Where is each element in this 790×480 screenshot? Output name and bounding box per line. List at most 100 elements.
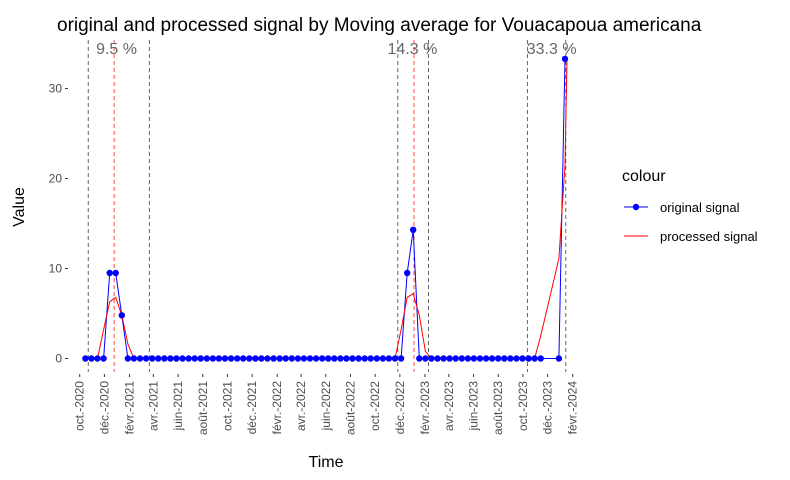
data-point [361,355,368,362]
data-point [282,355,289,362]
legend: colour original signal processed signal [622,168,758,244]
x-tick-label: avr.-2023 [442,381,456,431]
x-tick-label: oct.-2022 [368,381,382,431]
x-axis: oct.-2020 déc.-2020 févr.-2021 avr.-2021 jui… [73,374,580,435]
data-point [379,355,387,362]
data-point [179,355,186,362]
data-point [300,355,308,362]
legend-item-processed: processed signal [624,229,758,244]
x-tick-label: août-2023 [491,381,505,435]
data-point [404,269,411,277]
data-point [537,355,544,362]
data-point [488,355,496,362]
data-point [337,355,344,362]
y-tick-label: 20 [49,172,63,186]
x-tick-label: févr.-2023 [418,381,432,435]
data-point [149,355,156,362]
data-point [434,355,441,362]
x-tick-label: avr.-2021 [146,381,160,431]
data-point [501,355,508,362]
data-point [264,355,271,362]
data-point [391,355,399,362]
data-point [385,355,393,362]
data-point [446,355,453,362]
data-point [319,355,326,362]
x-tick-label: août-2022 [343,381,357,435]
annotation-label: 9.5 % [96,41,137,58]
data-point [428,355,435,362]
data-point [94,355,101,362]
data-point [234,355,241,362]
x-tick-label: déc.-2022 [393,381,407,435]
data-point [270,355,277,362]
data-point [294,355,302,362]
legend-label-original: original signal [660,200,740,215]
data-point [100,355,107,362]
x-tick-label: déc.-2020 [97,381,111,435]
chart-title: original and processed signal by Moving … [57,15,702,36]
data-point [276,355,283,362]
data-point [410,226,417,233]
legend-marker-original [632,203,640,211]
data-point [355,355,362,362]
data-point [507,355,514,362]
data-point [482,355,490,362]
data-point [525,355,532,362]
data-point [422,355,429,362]
legend-item-original: original signal [624,200,740,215]
data-point [464,355,472,362]
data-point [452,355,459,362]
data-point [458,355,465,362]
data-point [227,355,235,362]
data-point [209,355,217,362]
data-point [252,355,259,362]
y-axis: 0 10 20 30 [49,82,68,366]
data-point [306,355,314,362]
x-tick-label: août-2021 [196,381,210,435]
data-point [191,355,198,362]
data-point [495,355,502,362]
data-point [155,355,162,362]
y-tick-label: 30 [49,82,63,96]
data-point [367,355,374,362]
x-tick-label: avr.-2022 [294,381,308,431]
data-point [240,355,247,362]
data-point [142,355,150,362]
y-tick-label: 0 [55,352,62,366]
data-point [130,355,138,362]
annotations: 9.5 % 14.3 % 33.3 % [96,41,576,58]
plot-series [82,55,569,362]
x-tick-label: déc.-2021 [245,381,259,435]
x-tick-label: oct.-2023 [516,381,530,431]
annotation-label: 33.3 % [527,41,577,58]
data-point [203,355,210,362]
data-point [312,355,320,362]
data-point [397,355,405,362]
data-point [440,355,447,362]
data-point [343,355,350,362]
data-point [555,355,563,362]
data-point [118,312,126,319]
x-tick-label: févr.-2024 [566,381,580,435]
data-point [416,355,423,362]
data-point [258,355,265,362]
x-tick-label: févr.-2022 [270,381,284,435]
data-point [246,355,253,362]
data-point [173,355,180,362]
series-line-processed [97,58,568,359]
data-point [331,355,338,362]
data-point [112,269,119,277]
x-tick-label: juin-2022 [319,381,333,432]
data-point [161,355,168,362]
data-point [325,355,332,362]
x-axis-title: Time [309,454,344,471]
x-tick-label: juin-2023 [467,381,481,432]
data-point [221,355,229,362]
data-point [470,355,478,362]
data-point [561,55,569,63]
x-tick-label: oct.-2021 [220,381,234,431]
y-axis-title: Value [11,187,28,227]
x-tick-label: févr.-2021 [122,381,136,435]
data-point [513,355,520,362]
data-point [519,355,526,362]
